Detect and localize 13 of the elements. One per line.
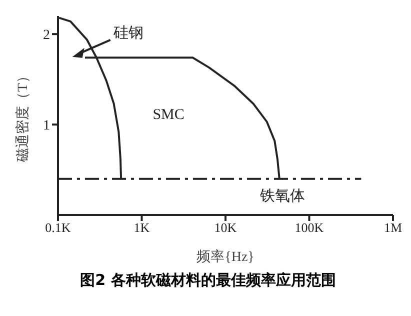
annotation: 硅钢 (112, 24, 144, 42)
x-tick-label: 0.1K (45, 220, 72, 236)
y-tick-label: 1 (43, 118, 50, 134)
text: 图2 各种软磁材料的最佳频率应用范围 (79, 271, 337, 290)
x-tick-label: 100K (294, 220, 324, 236)
x-tick-label: 1M (384, 220, 402, 236)
x-tick-label: 1K (134, 220, 150, 236)
y-axis-title: 磁通密度（T） (15, 69, 32, 163)
annotation: 铁氧体 (258, 188, 305, 205)
x-tick-label: 10K (214, 220, 238, 236)
annotation: SMC (152, 106, 184, 123)
x-axis-title: 频率{Hz} (196, 249, 254, 265)
y-tick-label: 2 (43, 28, 50, 44)
